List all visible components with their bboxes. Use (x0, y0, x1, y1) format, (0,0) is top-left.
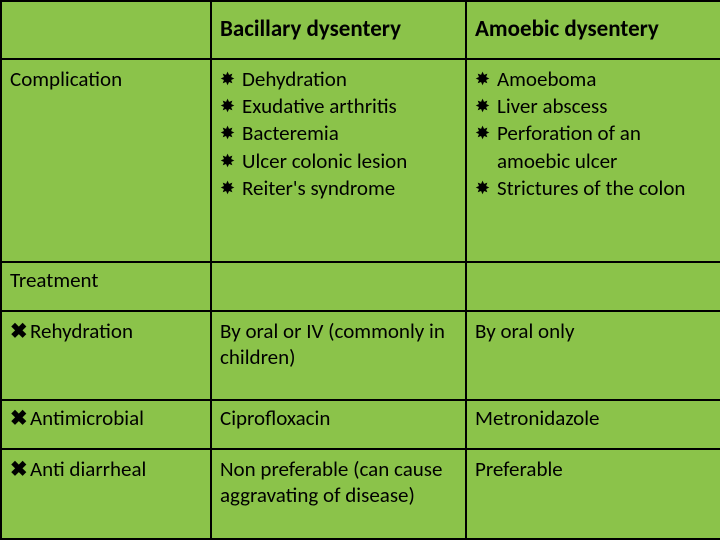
cell-antimicrobial-label: ✖Antimicrobial (1, 400, 211, 449)
cell-treatment-label: Treatment (1, 262, 211, 311)
row-treatment-header: Treatment (1, 262, 720, 311)
row-antidiarrheal: ✖Anti diarrheal Non preferable (can caus… (1, 449, 720, 539)
label-text: Anti diarrheal (30, 456, 146, 482)
header-row: Bacillary dysentery Amoebic dysentery (1, 1, 720, 59)
item-text: Dehydration (242, 66, 347, 92)
cell-rehydration-label: ✖Rehydration (1, 311, 211, 401)
cell-antidiarrheal-amoebic: Preferable (466, 449, 720, 539)
cross-icon: ✖ (10, 456, 30, 482)
cell-rehydration-amoebic: By oral only (466, 311, 720, 401)
cell-antidiarrheal-label: ✖Anti diarrheal (1, 449, 211, 539)
cell-antimicrobial-amoebic: Metronidazole (466, 400, 720, 449)
header-bacillary: Bacillary dysentery (211, 1, 466, 59)
item-text: Perforation of an amoebic ulcer (497, 120, 641, 173)
cell-complication-bacillary: ✸ Dehydration ✸ Exudative arthritis ✸ Bacte… (211, 59, 466, 262)
comparison-slide: Bacillary dysentery Amoebic dysentery Co… (0, 0, 720, 540)
star-icon: ✸ (475, 68, 490, 91)
list-item: ✸ Exudative arthritis (220, 93, 457, 120)
cell-antidiarrheal-bacillary: Non preferable (can cause aggravating of… (211, 449, 466, 539)
star-icon: ✸ (220, 177, 235, 200)
list-item: ✸ Liver abscess (475, 93, 712, 120)
star-icon: ✸ (475, 122, 490, 145)
comparison-table: Bacillary dysentery Amoebic dysentery Co… (0, 0, 720, 540)
item-text: Strictures of the colon (497, 175, 685, 201)
list-item: ✸ Perforation of an amoebic ulcer (475, 120, 712, 175)
cell-rehydration-bacillary: By oral or IV (commonly in children) (211, 311, 466, 401)
cell-antimicrobial-bacillary: Ciprofloxacin (211, 400, 466, 449)
star-icon: ✸ (220, 122, 235, 145)
star-icon: ✸ (475, 177, 490, 200)
star-icon: ✸ (475, 95, 490, 118)
star-icon: ✸ (220, 68, 235, 91)
complication-amoebic-list: ✸ Amoeboma ✸ Liver abscess ✸ Perforation of… (475, 66, 712, 202)
cell-complication-label: Complication (1, 59, 211, 262)
cross-icon: ✖ (10, 318, 30, 344)
item-text: Bacteremia (242, 120, 339, 146)
list-item: ✸ Dehydration (220, 66, 457, 93)
item-text: Exudative arthritis (242, 93, 397, 119)
complication-bacillary-list: ✸ Dehydration ✸ Exudative arthritis ✸ Bacte… (220, 66, 457, 202)
item-text: Ulcer colonic lesion (242, 148, 407, 174)
list-item: ✸ Ulcer colonic lesion (220, 148, 457, 175)
cell-complication-amoebic: ✸ Amoeboma ✸ Liver abscess ✸ Perforation of… (466, 59, 720, 262)
item-text: Liver abscess (497, 93, 607, 119)
list-item: ✸ Amoeboma (475, 66, 712, 93)
label-text: Antimicrobial (30, 405, 144, 431)
item-text: Amoeboma (497, 66, 596, 92)
row-antimicrobial: ✖Antimicrobial Ciprofloxacin Metronidazo… (1, 400, 720, 449)
list-item: ✸ Bacteremia (220, 120, 457, 147)
label-text: Rehydration (30, 318, 133, 344)
header-amoebic: Amoebic dysentery (466, 1, 720, 59)
list-item: ✸ Reiter's syndrome (220, 175, 457, 202)
cross-icon: ✖ (10, 405, 30, 431)
item-text: Reiter's syndrome (242, 175, 395, 201)
row-complication: Complication ✸ Dehydration ✸ Exudative art… (1, 59, 720, 262)
cell-empty (466, 262, 720, 311)
star-icon: ✸ (220, 150, 235, 173)
list-item: ✸ Strictures of the colon (475, 175, 712, 202)
row-rehydration: ✖Rehydration By oral or IV (commonly in … (1, 311, 720, 401)
star-icon: ✸ (220, 95, 235, 118)
header-empty (1, 1, 211, 59)
cell-empty (211, 262, 466, 311)
